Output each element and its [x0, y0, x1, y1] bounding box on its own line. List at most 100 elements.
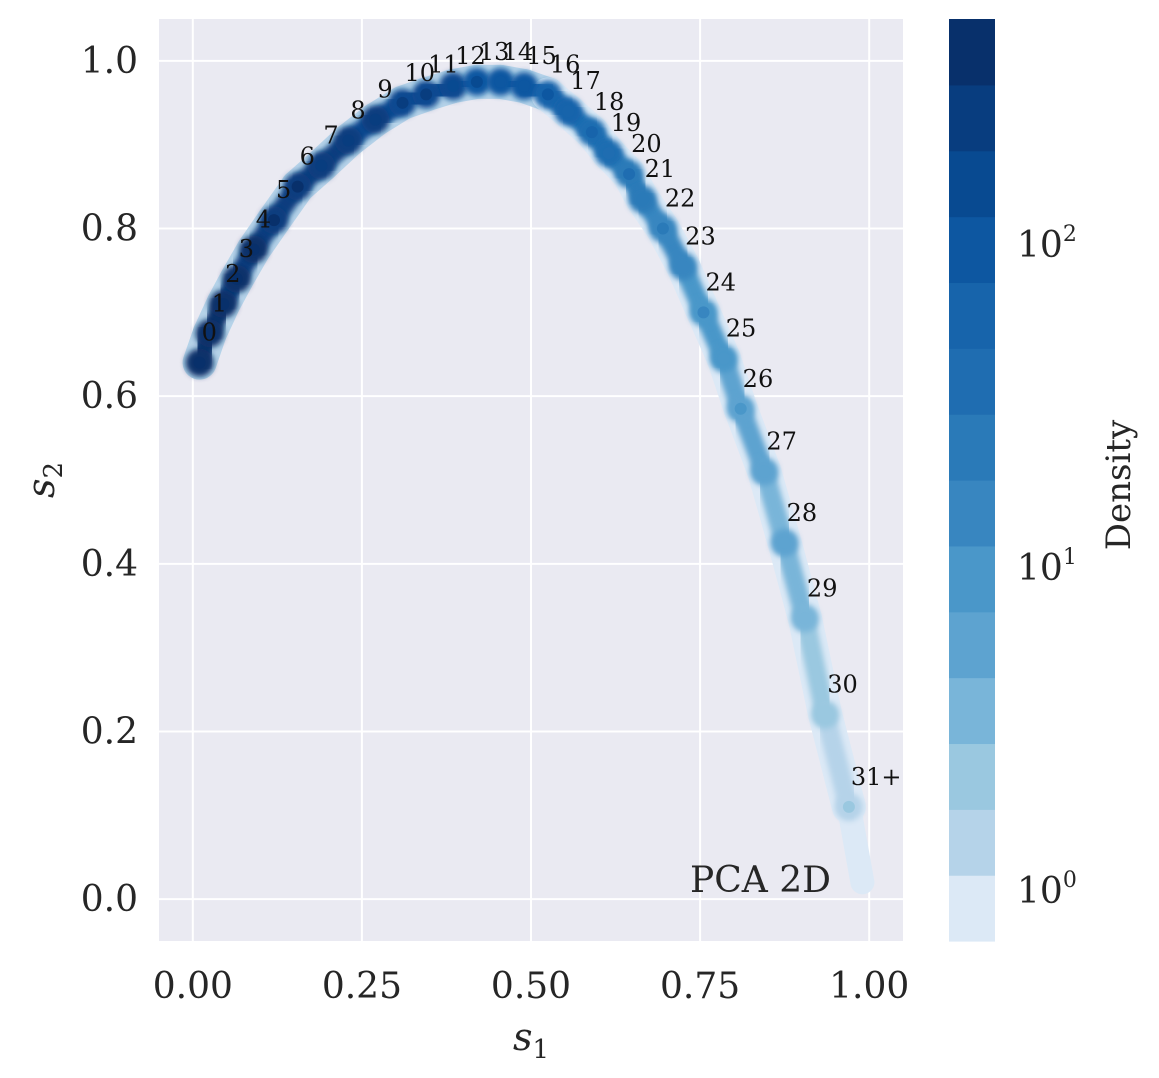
- density-core-segment: [794, 608, 836, 725]
- colorbar-label: Density: [1099, 419, 1139, 550]
- colorbar-band-9: [949, 282, 995, 349]
- density-peak-0: [193, 356, 206, 369]
- colorbar-tick-label-0: 100: [1017, 868, 1077, 912]
- x-axis-title: s1: [513, 1015, 549, 1065]
- density-peak-4: [247, 243, 260, 256]
- density-peak-21: [636, 193, 649, 206]
- density-peak-10: [396, 96, 409, 109]
- colorbar-band-10: [949, 216, 995, 284]
- colorbar-tick-label-1: 101: [1017, 545, 1077, 589]
- density-peak-13: [470, 75, 483, 88]
- density-band: [182, 64, 875, 895]
- point-label-9: 9: [377, 76, 392, 104]
- point-label-5: 5: [276, 176, 291, 204]
- point-label-11: 11: [428, 50, 459, 78]
- x-axis: 0.00 0.25 0.50 0.75 1.00: [153, 966, 910, 1007]
- y-tick-label: 0.2: [81, 711, 138, 752]
- colorbar-band-5: [949, 545, 995, 613]
- colorbar-band-1: [949, 809, 995, 876]
- point-label-22: 22: [665, 185, 696, 213]
- point-label-13: 13: [479, 38, 510, 66]
- density-peak-29: [798, 612, 811, 625]
- x-tick-label: 0.75: [660, 966, 740, 1007]
- density-peak-1: [203, 327, 216, 340]
- colorbar-band-12: [949, 84, 995, 152]
- point-label-29: 29: [807, 574, 838, 602]
- point-label-12: 12: [455, 42, 486, 70]
- point-label-10: 10: [404, 59, 435, 87]
- density-peak-25: [717, 352, 730, 365]
- colorbar-band-13: [949, 19, 995, 86]
- density-peak-16: [541, 88, 554, 101]
- point-label-18: 18: [594, 88, 625, 116]
- colorbar: [949, 19, 995, 942]
- density-peak-5: [267, 214, 280, 227]
- colorbar-tick-label-2: 102: [1017, 222, 1077, 266]
- density-peak-19: [602, 147, 615, 160]
- annotation: PCA 2D: [690, 860, 831, 901]
- colorbar-tick-exponent: 0: [1063, 868, 1077, 893]
- density-peak-18: [585, 126, 598, 139]
- point-label-27: 27: [766, 428, 797, 456]
- y-tick-label: 0.4: [81, 544, 138, 585]
- density-core-segment: [815, 704, 859, 817]
- x-tick-label: 0.25: [322, 966, 402, 1007]
- x-tick-label: 0.00: [153, 966, 233, 1007]
- density-peak-23: [677, 260, 690, 273]
- density-peak-7: [315, 159, 328, 172]
- y-axis-title-sub: 2: [39, 462, 69, 479]
- y-axis-title: s2: [19, 462, 69, 498]
- point-label-4: 4: [256, 206, 271, 234]
- point-label-3: 3: [239, 235, 254, 263]
- point-label-25: 25: [726, 314, 757, 342]
- y-axis: 0.0 0.2 0.4 0.6 0.8 1.0: [81, 41, 138, 920]
- colorbar-band-11: [949, 150, 995, 218]
- colorbar-band-7: [949, 414, 995, 481]
- density-peak-6: [291, 180, 304, 193]
- x-tick-label: 1.00: [829, 966, 909, 1007]
- density-peak-15: [518, 80, 531, 93]
- point-label-30: 30: [827, 671, 858, 699]
- density-peak-24: [697, 306, 710, 319]
- grid: [159, 19, 903, 941]
- density-peak-9: [369, 113, 382, 126]
- point-label-24: 24: [705, 268, 736, 296]
- point-label-6: 6: [300, 143, 315, 171]
- density-peak-27: [758, 465, 771, 478]
- density-peak-12: [447, 80, 460, 93]
- point-labels: 0123456789101112131415161718192021222324…: [202, 38, 902, 791]
- point-label-2: 2: [225, 260, 240, 288]
- colorbar-band-6: [949, 480, 995, 547]
- point-label-7: 7: [323, 122, 338, 150]
- x-axis-title-base: s: [513, 1015, 533, 1059]
- point-label-23: 23: [685, 222, 716, 250]
- x-axis-title-sub: 1: [532, 1035, 549, 1065]
- point-label-20: 20: [631, 130, 662, 158]
- point-label-14: 14: [503, 38, 534, 66]
- density-peak-14: [494, 75, 507, 88]
- point-label-16: 16: [550, 50, 581, 78]
- point-label-17: 17: [570, 67, 601, 95]
- y-tick-label: 0.0: [81, 879, 138, 920]
- density-peak-28: [778, 536, 791, 549]
- colorbar-tick-base: 10: [1017, 225, 1063, 266]
- colorbar-tick-base: 10: [1017, 548, 1063, 589]
- colorbar-band-0: [949, 875, 995, 942]
- y-tick-label: 0.8: [81, 209, 138, 250]
- density-peak-22: [656, 222, 669, 235]
- point-label-28: 28: [787, 499, 818, 527]
- density-peak-30: [819, 708, 832, 721]
- colorbar-tick-base: 10: [1017, 871, 1063, 912]
- point-label-0: 0: [202, 319, 217, 347]
- x-tick-label: 0.50: [491, 966, 571, 1007]
- y-axis-title-base: s: [19, 479, 63, 499]
- colorbar-band-2: [949, 743, 995, 810]
- density-peak-8: [342, 134, 355, 147]
- point-label-31: 31+: [851, 763, 902, 791]
- point-label-21: 21: [645, 155, 676, 183]
- colorbar-tick-exponent: 1: [1063, 545, 1077, 570]
- density-peak-20: [623, 168, 636, 181]
- density-peak-3: [230, 272, 243, 285]
